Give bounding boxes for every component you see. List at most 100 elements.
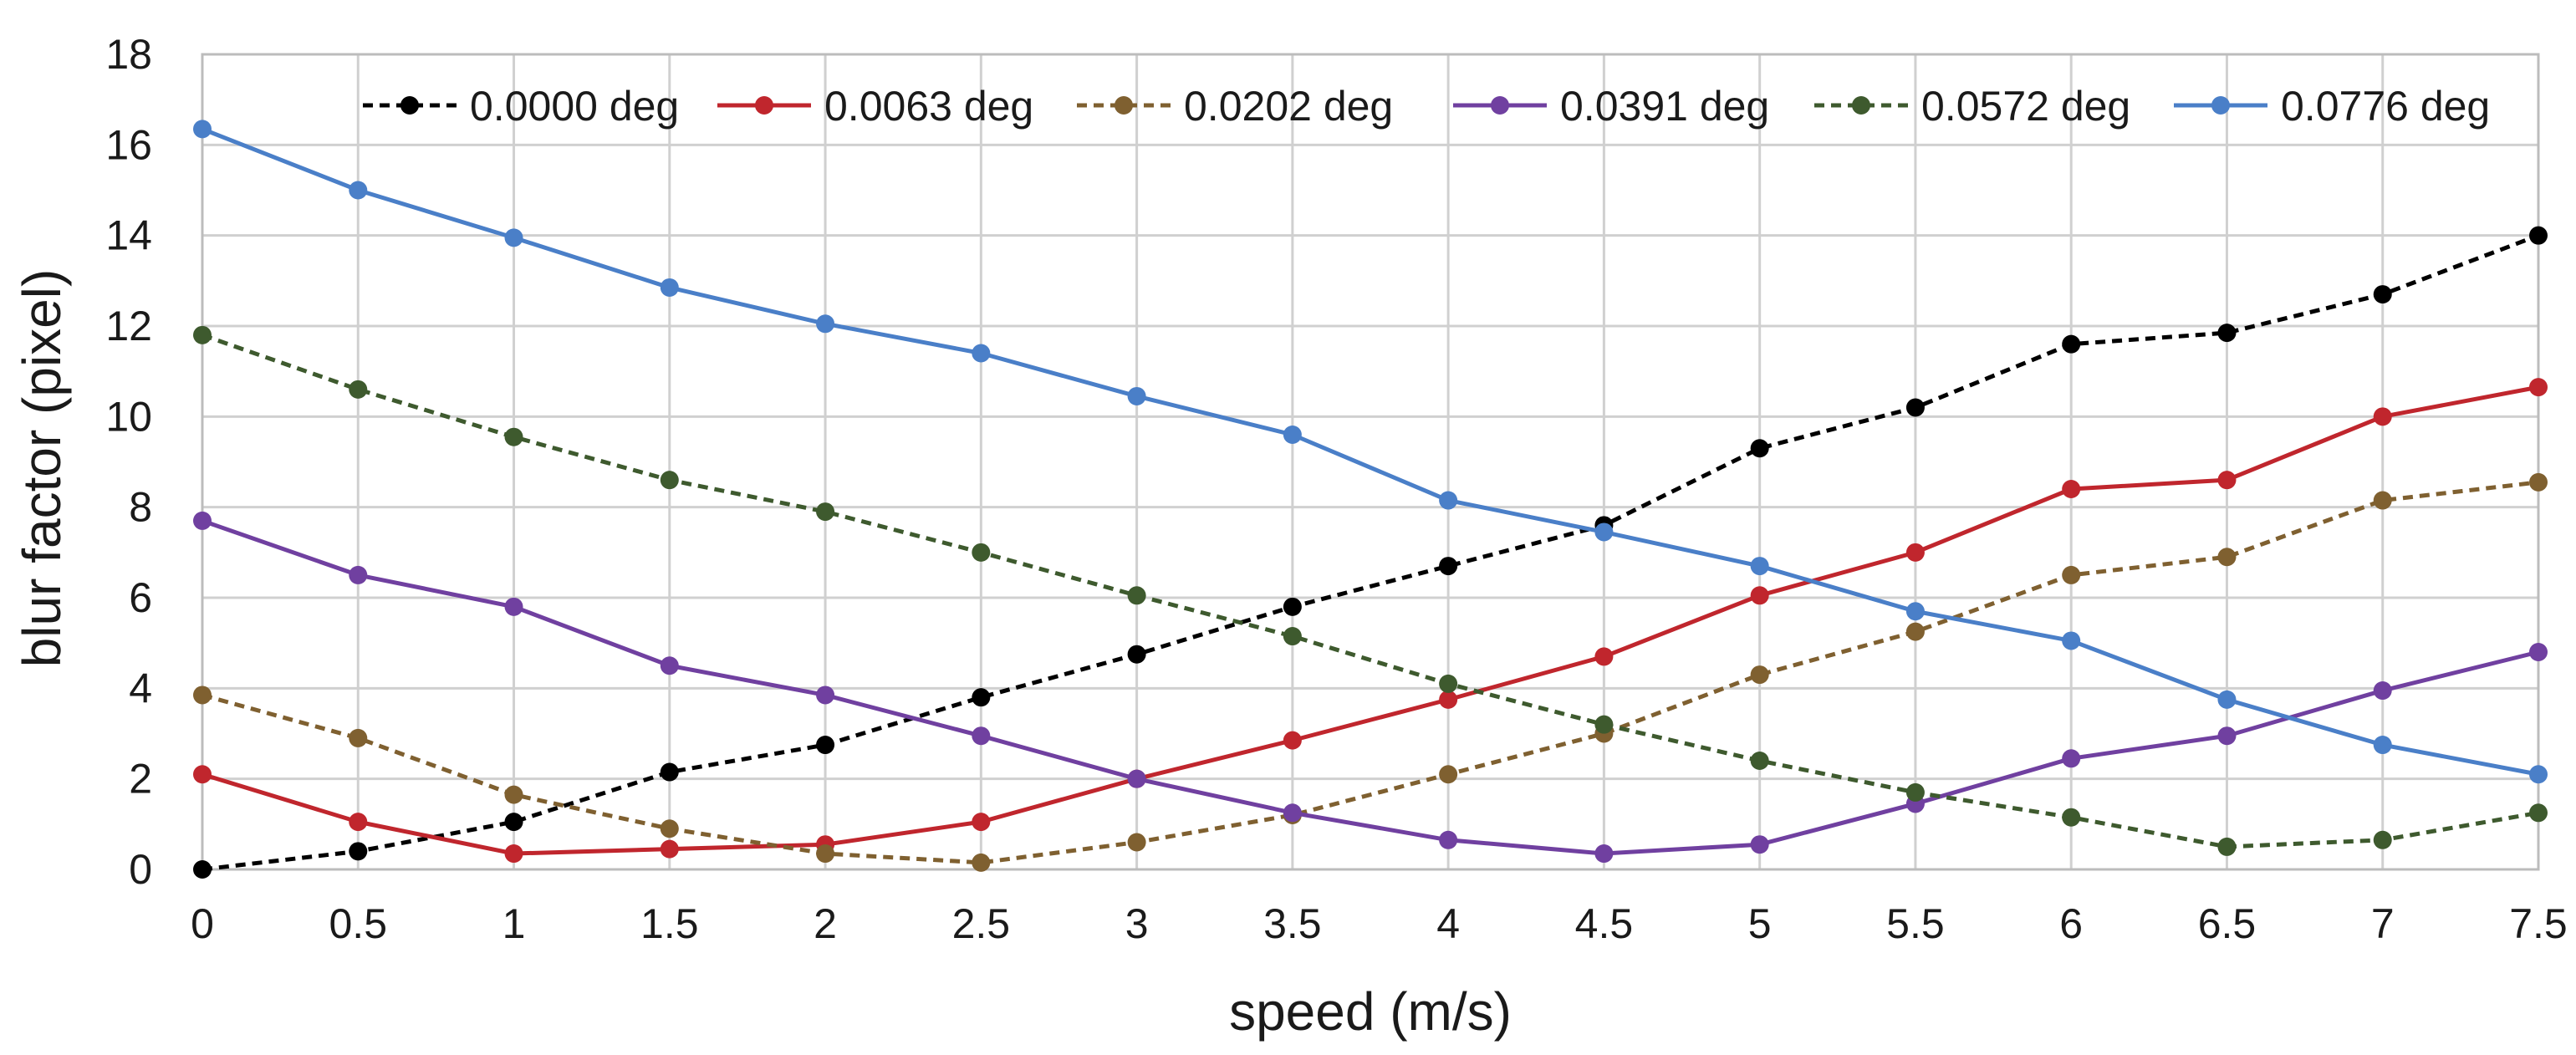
data-point (972, 344, 991, 363)
series-line-3 (201, 518, 2539, 856)
data-point (816, 502, 835, 522)
data-point (2529, 226, 2548, 245)
data-point (193, 685, 212, 705)
y-tick-label: 6 (129, 574, 152, 621)
data-point (1283, 597, 1302, 616)
x-tick-label: 2 (814, 900, 837, 947)
data-point (1127, 645, 1146, 664)
data-point (2529, 765, 2548, 784)
legend-label: 0.0000 deg (470, 83, 679, 130)
data-point (2373, 681, 2392, 701)
data-point (1283, 803, 1302, 823)
data-point (1439, 830, 1458, 849)
data-point (2217, 471, 2237, 490)
x-tick-label: 5 (1748, 900, 1772, 947)
data-point (349, 380, 368, 399)
data-point (193, 765, 212, 784)
data-point (349, 565, 368, 584)
data-point (1283, 731, 1302, 750)
data-point (349, 813, 368, 832)
data-point (1594, 647, 1614, 666)
series-line-0 (201, 233, 2539, 872)
data-point (1905, 622, 1925, 641)
x-tick-label: 1 (502, 900, 526, 947)
gridlines (201, 53, 2540, 871)
data-point (972, 853, 991, 872)
data-point (1439, 690, 1458, 709)
y-tick-label: 12 (105, 303, 152, 349)
data-point (1750, 439, 1769, 458)
data-point (1594, 844, 1614, 864)
legend-entry-0: 0.0000 deg (363, 83, 679, 130)
legend-marker (1491, 96, 1509, 115)
y-tick-label: 10 (105, 393, 152, 440)
legend-marker (755, 96, 773, 115)
data-point (2062, 749, 2081, 768)
data-point (1905, 602, 1925, 621)
series-5 (193, 120, 2548, 784)
data-point (2062, 480, 2081, 498)
data-point (1127, 769, 1146, 788)
data-point (2217, 690, 2237, 709)
x-tick-label: 3 (1125, 900, 1149, 947)
data-point (1750, 665, 1769, 685)
plot-area-border (201, 53, 2540, 871)
legend-label: 0.0391 deg (1560, 83, 1769, 130)
y-tick-label: 16 (105, 121, 152, 168)
data-point (972, 688, 991, 707)
series-0 (193, 226, 2548, 879)
data-point (193, 325, 212, 344)
x-tick-label: 2.5 (952, 900, 1011, 947)
data-point (1439, 674, 1458, 693)
legend: 0.0000 deg 0.0063 deg 0.0202 deg 0.0391 deg… (363, 83, 2490, 130)
data-point (2529, 803, 2548, 823)
series-3 (193, 511, 2548, 864)
x-tick-label: 1.5 (640, 900, 699, 947)
data-point (1127, 386, 1146, 405)
data-point (2529, 643, 2548, 661)
data-point (1127, 586, 1146, 605)
legend-marker (2211, 96, 2230, 115)
data-point (1594, 715, 1614, 734)
data-point (2217, 726, 2237, 746)
data-point (2217, 548, 2237, 567)
x-tick-label: 4 (1436, 900, 1460, 947)
data-point (504, 597, 523, 616)
axes: 0 0.5 1 1.5 2 2.5 3 3.5 4 4.5 5 5.5 6 6.5 7 7.5 0 2 4 6 8 10 1… (105, 31, 2567, 947)
data-point (1750, 557, 1769, 576)
data-point (2217, 837, 2237, 856)
data-point (2373, 830, 2392, 849)
y-tick-label: 14 (105, 212, 152, 259)
data-point (504, 813, 523, 832)
legend-entry-3: 0.0391 deg (1453, 83, 1769, 130)
data-point (1905, 782, 1925, 802)
data-point (1439, 491, 1458, 510)
legend-entry-5: 0.0776 deg (2174, 83, 2490, 130)
series-line-2 (201, 480, 2539, 865)
data-point (2062, 565, 2081, 584)
data-point (1594, 522, 1614, 542)
data-point (1905, 543, 1925, 562)
data-point (2373, 491, 2392, 510)
series-line-4 (201, 333, 2539, 849)
data-point (193, 120, 212, 139)
data-point (193, 860, 212, 879)
data-point (1750, 835, 1769, 854)
data-point (972, 813, 991, 832)
legend-label: 0.0776 deg (2281, 83, 2490, 130)
data-point (660, 819, 679, 838)
x-tick-label: 0.5 (329, 900, 388, 947)
series-line-1 (201, 385, 2539, 856)
data-point (2373, 736, 2392, 755)
data-point (2062, 631, 2081, 650)
legend-marker (1115, 96, 1133, 115)
series-lines (193, 120, 2548, 879)
x-tick-label: 7 (2371, 900, 2395, 947)
data-point (816, 314, 835, 334)
y-tick-label: 8 (129, 484, 152, 531)
data-point (660, 839, 679, 859)
data-point (1905, 398, 1925, 417)
data-point (2217, 324, 2237, 343)
data-point (660, 762, 679, 782)
